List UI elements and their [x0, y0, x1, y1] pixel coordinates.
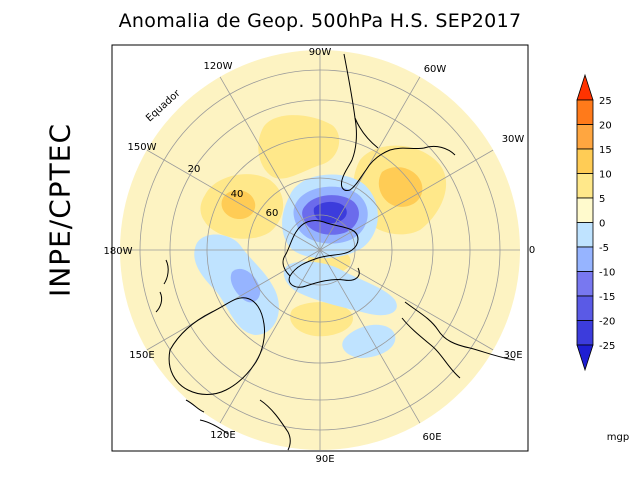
colorbar-tick-label: 15 [599, 145, 612, 156]
colorbar-tick-label: -20 [599, 317, 615, 328]
colorbar-segment [576, 271, 594, 297]
positive-anomaly-area [258, 115, 340, 179]
island-coast [199, 419, 229, 435]
meridian-line [319, 149, 494, 251]
meridian-line [219, 76, 321, 251]
positive-anomaly-area [290, 302, 353, 337]
south-america-coast [354, 117, 379, 149]
negative-anomaly-mid [230, 268, 261, 303]
meridian-line [319, 249, 421, 424]
asia-coast [259, 399, 291, 451]
colorbar-segment [576, 197, 594, 223]
negative-anomaly-area [283, 261, 397, 316]
colorbar-segment [576, 124, 594, 150]
lon-label-150e: 150E [129, 350, 154, 361]
lat-label-40: 40 [231, 189, 244, 200]
lat-label-60: 60 [266, 208, 279, 219]
colorbar-segment [576, 148, 594, 174]
colorbar-segment [576, 320, 594, 346]
africa-coast [401, 317, 461, 379]
meridian-line [319, 76, 421, 251]
lon-label-120w: 120W [204, 61, 233, 72]
lon-label-120e: 120E [210, 430, 235, 441]
lon-label-150w: 150W [128, 142, 157, 153]
antarctica-coast [288, 219, 360, 288]
lon-label-90e: 90E [315, 454, 334, 465]
colorbar-segment [576, 295, 594, 321]
meridian-line [146, 149, 321, 251]
colorbar-segment [576, 73, 594, 101]
south-america-coast [341, 53, 456, 191]
colorbar-tick-label: 5 [599, 194, 605, 205]
colorbar-tick-label: 10 [599, 170, 612, 181]
lon-label-60e: 60E [422, 432, 441, 443]
colorbar-tick-label: 0 [599, 219, 605, 230]
lon-label-60w: 60W [424, 64, 447, 75]
lon-label-180w: 180W [104, 246, 133, 257]
new-zealand-coast [155, 291, 163, 313]
positive-anomaly-core [221, 190, 256, 220]
lon-label-30w: 30W [502, 134, 525, 145]
map-title: Anomalia de Geop. 500hPa H.S. SEP2017 [118, 10, 522, 32]
colorbar-tick-label: 25 [599, 96, 612, 107]
lon-label-90w: 90W [309, 47, 332, 58]
map-frame [111, 44, 529, 452]
antarctica-coast [282, 231, 297, 277]
colorbar-segment [576, 246, 594, 272]
africa-coast [404, 301, 516, 361]
colorbar-tick-label: -25 [599, 341, 615, 352]
colorbar-tick-label: -5 [599, 243, 609, 254]
new-zealand-coast [163, 259, 169, 285]
colorbar-unit: mgp [607, 432, 629, 443]
colorbar-segment [576, 99, 594, 125]
lon-label-30e: 30E [503, 350, 522, 361]
longitude-labels: 90W 60W 30W 0 30E 60E 90E 120E 150E 180W… [104, 47, 536, 465]
australia-coast [168, 297, 265, 395]
lat-label-20: 20 [188, 164, 201, 175]
colorbar-tick-label: 20 [599, 121, 612, 132]
coastlines [155, 53, 516, 451]
graticule [120, 50, 520, 450]
colorbar-tick-label: -10 [599, 268, 615, 279]
negative-anomaly-area [342, 324, 396, 358]
island-coast [185, 399, 205, 413]
colorbar: 25 20 15 10 5 0 -5 -10 -15 -20 -25 [576, 73, 615, 372]
meridian-line [219, 249, 321, 424]
colorbar-segment [576, 222, 594, 248]
colorbar-segment [576, 173, 594, 199]
lon-label-0: 0 [529, 245, 535, 256]
meridian-line [319, 249, 494, 351]
colorbar-tick-label: -15 [599, 292, 615, 303]
colorbar-segment [576, 344, 594, 372]
